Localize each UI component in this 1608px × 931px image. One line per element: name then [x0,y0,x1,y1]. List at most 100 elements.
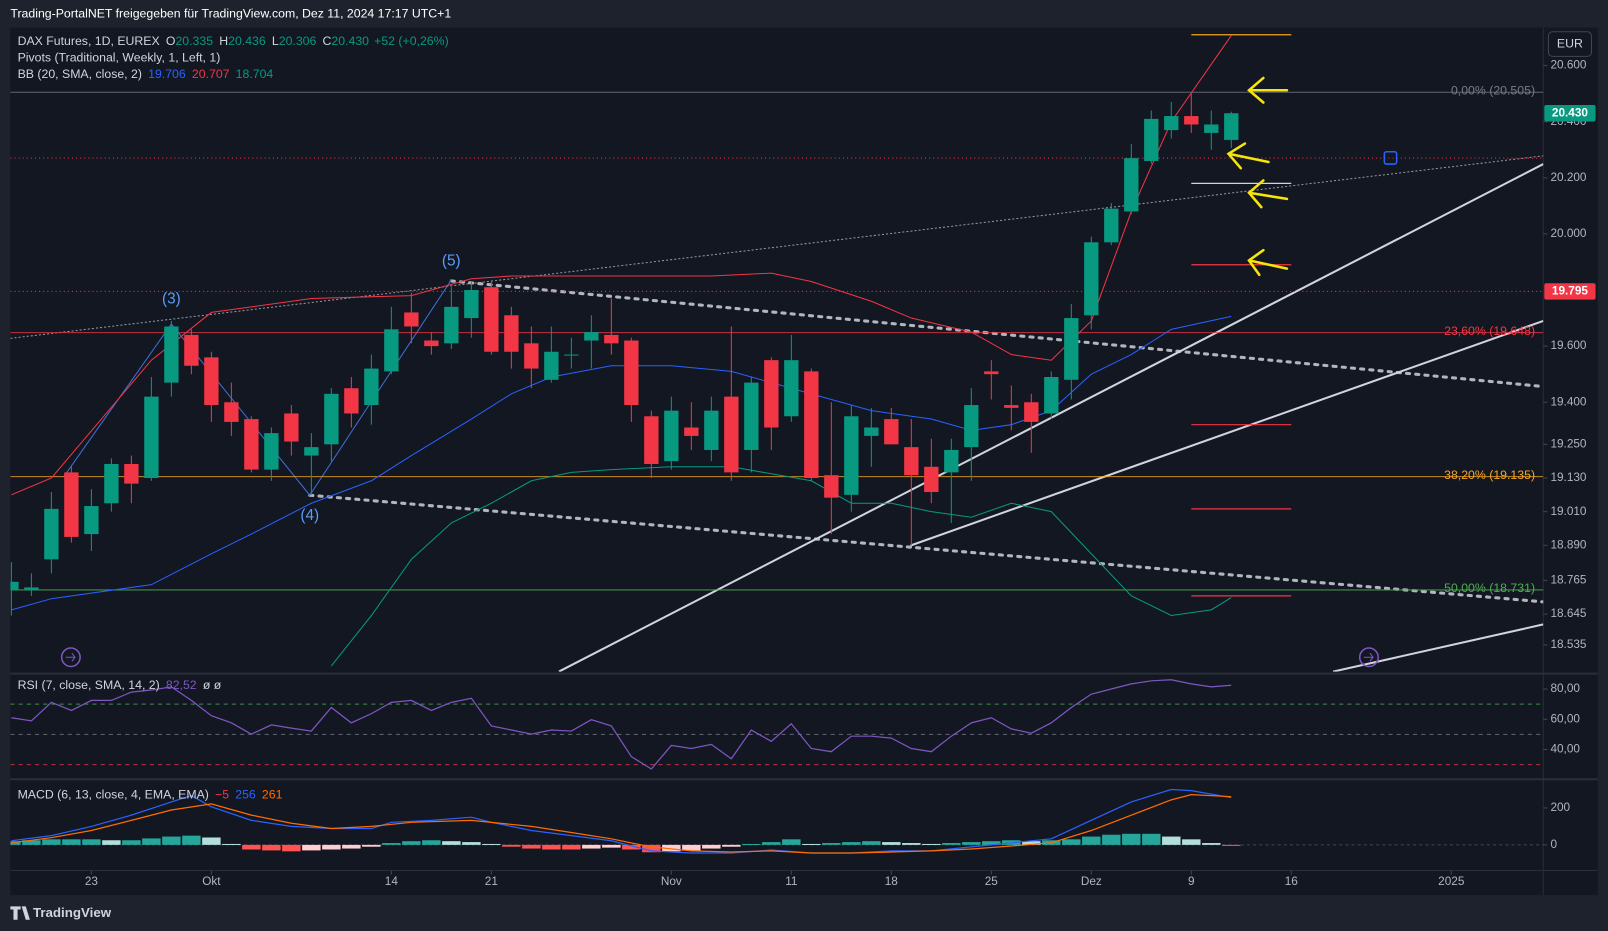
histogram-bar [22,840,41,845]
rsi-line [11,679,1232,770]
candle-body [824,475,839,498]
currency-button[interactable] [1547,31,1592,57]
logo [10,906,30,920]
candle-body [664,410,679,462]
legend-key: H [219,34,228,48]
y-tick-label: 20.200 [1550,171,1586,184]
histogram-bar [702,844,721,849]
histogram-bar [802,843,821,845]
candle-body [1104,208,1119,243]
trend-line [1332,623,1544,672]
marker[interactable] [1383,150,1398,165]
y-tick-label: 18.535 [1550,638,1586,651]
icon-circle [1358,647,1379,668]
histogram-bar [542,844,561,850]
candle-body [564,354,579,356]
candle-body [1144,118,1159,161]
y-tick-label: 20.600 [1550,59,1586,72]
candle-body [84,506,99,535]
histogram-bar [1102,834,1121,845]
candle-body [704,410,719,450]
legend-value: 18.704 [236,67,274,81]
candle-body [544,351,559,380]
candle-body [484,287,499,352]
x-tick-label: 14 [385,875,399,888]
histogram-bar [862,841,881,845]
legend-title: MACD (6, 13, close, 4, EMA, EMA) [18,788,209,802]
histogram-bar [142,838,161,845]
fib-label: 0,00% (20.505) [1451,83,1535,97]
wave-label: (5) [442,253,461,270]
histogram-bar [742,843,761,845]
wave-label: (4) [300,507,319,524]
histogram-bar [1122,833,1141,845]
legend-value: 20.436 [228,34,266,48]
annotations [1226,76,1289,277]
y-tick-label: 18.765 [1550,574,1586,587]
histogram-bar [262,844,281,851]
legend: MACD (6, 13, close, 4, EMA, EMA) −5 256 261 [18,788,283,802]
histogram-bar [162,836,181,845]
candle-body [524,343,539,369]
candle-body [344,388,359,414]
histogram-bar [1082,836,1101,845]
x-tick-label: 23 [85,875,99,888]
x-tick-label: 2025 [1438,875,1465,888]
trend-line [449,279,1544,389]
candle-body [804,371,819,478]
arrow [1247,179,1289,209]
histogram-bar [962,842,981,845]
price-pane: 0,00% (20.505) 23,60% (19.648) 38,20% (19.… [10,34,1544,667]
candle-body [224,402,239,422]
legend-change: +52 (+0,26%) [374,34,449,48]
x-tick-label: 9 [1188,875,1195,888]
candle-body [944,449,959,473]
x-tick-label: Nov [661,875,682,888]
histogram-bar [222,843,241,845]
y-tick-label: 0 [1550,838,1557,851]
price-label: 20.430 [1552,106,1588,119]
histogram-bar [682,844,701,851]
y-tick-label: 60,00 [1550,712,1580,725]
currency: EUR [1557,36,1583,50]
candle-body [64,472,79,537]
price-label-box [1544,283,1596,300]
candle-body [1004,405,1019,408]
fib-label: 23,60% (19.648) [1444,324,1535,338]
histogram-bar [82,839,101,845]
candle-body [184,334,199,366]
candle-body [1204,124,1219,133]
candle-body [10,581,19,591]
histogram-bar [462,842,481,845]
y-tick-label: 19.250 [1550,437,1586,450]
legend-title: DAX Futures, 1D, EUREX [18,34,160,48]
candle-body [1124,158,1139,212]
y-tick-label: 40,00 [1550,743,1580,756]
candle-body [624,340,639,406]
histogram-bar [322,844,341,850]
histogram-bar [902,843,921,845]
replay-icon[interactable] [1358,647,1379,668]
legend-key: L [272,34,279,48]
macd-line [11,788,1232,854]
histogram-bar [62,839,81,845]
candle-body [144,396,159,478]
histogram-bar [762,842,781,845]
candle-body [24,587,39,591]
trend-line [308,493,1544,604]
candle-body [304,447,319,456]
replay-icon[interactable] [60,647,81,668]
candle-body [384,329,399,372]
icon-arrow [65,652,76,662]
candle-body [844,416,859,495]
drawings [10,155,1544,672]
histogram-bar [602,844,621,848]
candle-body [104,463,119,504]
histogram-bar [642,844,661,853]
candle-body [244,419,259,470]
histogram-bar [582,844,601,849]
price-label: 19.795 [1552,285,1588,298]
histogram-bar [1202,843,1221,845]
candle-body [284,413,299,442]
candle-body [464,290,479,319]
